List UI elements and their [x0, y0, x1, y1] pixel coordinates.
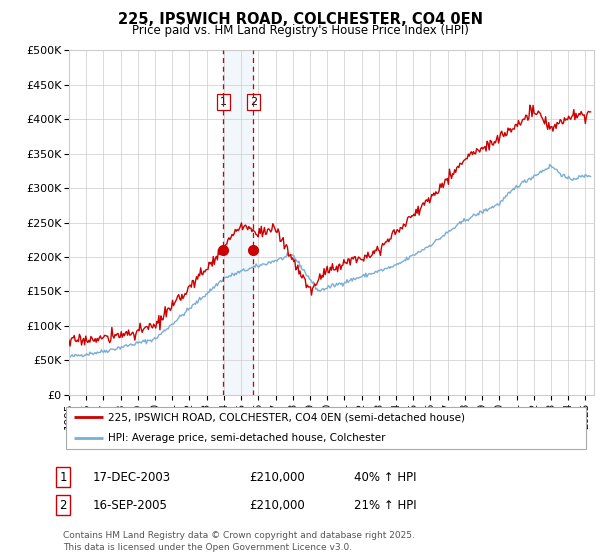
Text: £210,000: £210,000	[249, 470, 305, 484]
Text: Contains HM Land Registry data © Crown copyright and database right 2025.: Contains HM Land Registry data © Crown c…	[63, 531, 415, 540]
Text: 2: 2	[59, 498, 67, 512]
Text: 16-SEP-2005: 16-SEP-2005	[93, 498, 168, 512]
Text: HPI: Average price, semi-detached house, Colchester: HPI: Average price, semi-detached house,…	[108, 433, 385, 444]
Text: 40% ↑ HPI: 40% ↑ HPI	[354, 470, 416, 484]
Text: 21% ↑ HPI: 21% ↑ HPI	[354, 498, 416, 512]
FancyBboxPatch shape	[65, 407, 586, 449]
Text: 1: 1	[220, 97, 227, 107]
Text: 225, IPSWICH ROAD, COLCHESTER, CO4 0EN (semi-detached house): 225, IPSWICH ROAD, COLCHESTER, CO4 0EN (…	[108, 412, 465, 422]
Text: Price paid vs. HM Land Registry's House Price Index (HPI): Price paid vs. HM Land Registry's House …	[131, 24, 469, 36]
Text: 225, IPSWICH ROAD, COLCHESTER, CO4 0EN: 225, IPSWICH ROAD, COLCHESTER, CO4 0EN	[118, 12, 482, 27]
Text: This data is licensed under the Open Government Licence v3.0.: This data is licensed under the Open Gov…	[63, 543, 352, 552]
Text: 17-DEC-2003: 17-DEC-2003	[93, 470, 171, 484]
Bar	[223, 50, 253, 395]
Text: 1: 1	[59, 470, 67, 484]
Text: 2: 2	[250, 97, 257, 107]
Text: £210,000: £210,000	[249, 498, 305, 512]
